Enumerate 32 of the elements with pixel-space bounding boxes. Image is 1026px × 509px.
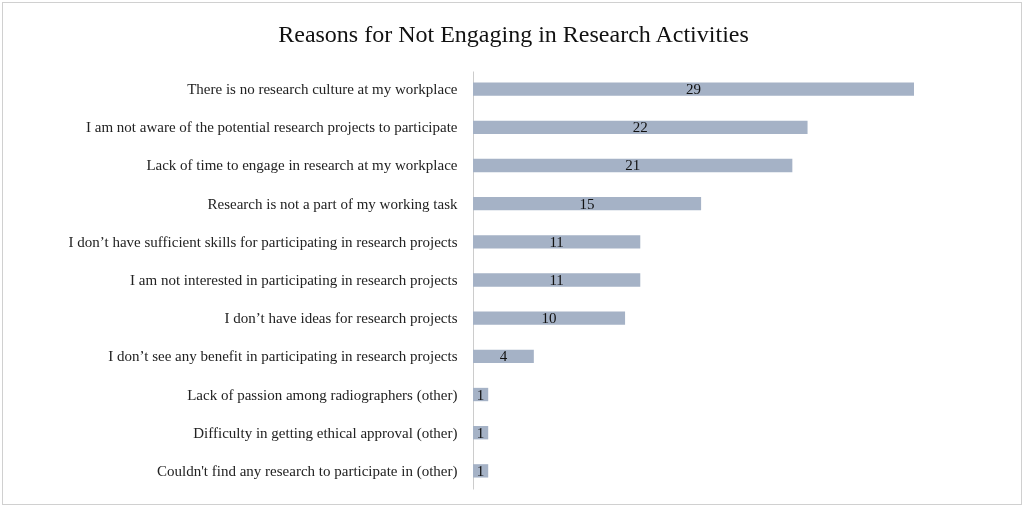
y-tick-label: Couldn't find any research to participate in (other) [156,462,458,480]
data-label: 29 [686,81,701,98]
y-tick-label: I am not interested in participating in research projects [130,272,458,288]
data-label: 1 [476,424,485,441]
bar [473,235,641,249]
data-label: 1 [476,462,485,479]
data-label: 1 [476,386,485,403]
bar [473,158,793,173]
y-tick-label: Lack of passion among radiographers (other) [187,386,458,404]
y-tick-label: I don’t have ideas for research projects [224,310,458,327]
data-label: 11 [549,233,564,250]
y-tick-label: Lack of time to engage in research at my workplace [146,157,458,174]
bar [473,196,702,211]
y-tick-label: I am not aware of the potential research projects to participate [86,119,458,136]
bar [473,273,641,287]
data-label: 4 [499,348,508,365]
y-tick-label: I don’t see any benefit in participating in research projects [108,348,458,365]
y-tick-label: Difficulty in getting ethical approval (other) [193,424,458,442]
y-tick-label: I don’t have sufficient skills for participating in research projects [68,233,458,250]
bar [473,120,808,134]
data-label: 10 [541,310,557,327]
data-label: 11 [549,272,564,288]
bar [473,464,489,478]
y-tick-label: There is no research culture at my workplace [187,81,458,98]
data-label: 22 [632,119,648,136]
bar [473,349,534,364]
chart-title: Reasons for Not Engaging in Research Activities [278,21,749,47]
y-tick-label: Research is not a part of my working task [207,195,458,212]
data-label: 21 [625,157,641,174]
data-label: 15 [579,195,595,212]
bar [473,311,626,325]
bar [473,82,914,96]
